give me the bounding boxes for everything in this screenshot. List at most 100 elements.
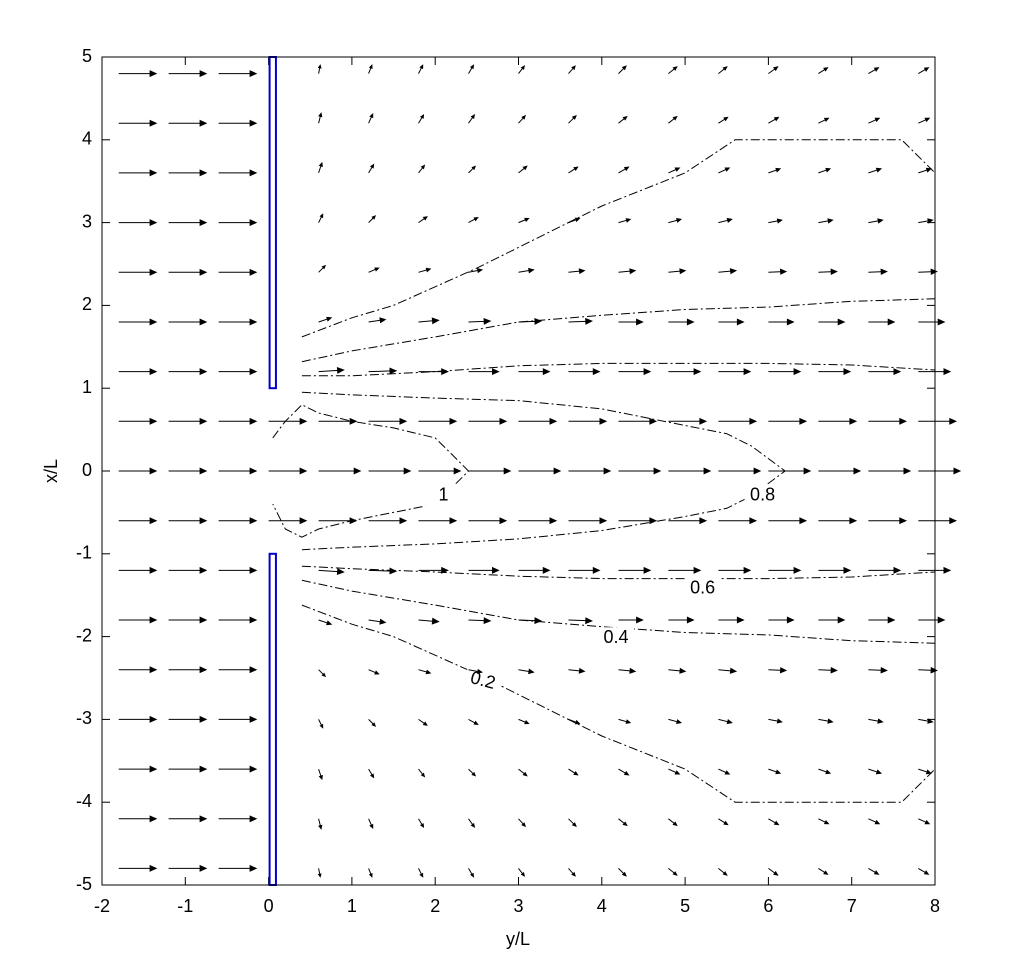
quiver-arrow [518,267,535,274]
quiver-arrow [768,467,812,475]
quiver-arrow [818,117,830,124]
quiver-arrow [418,467,462,475]
quiver-arrow [268,517,308,525]
quiver-arrow [468,165,477,174]
quiver-arrow [918,768,932,775]
y-tick-label: -3 [76,708,92,728]
quiver-arrow [218,417,258,425]
contour-label: 1 [439,485,449,505]
quiver-arrow [168,119,208,127]
quiver-arrow [868,368,902,376]
quiver-arrow [368,163,375,174]
quiver-arrow [868,117,881,124]
contour-label-background [462,666,503,697]
quiver-arrow [168,566,208,574]
quiver-arrow [418,566,449,574]
quiver-arrow [768,667,788,674]
quiver-arrow [418,617,440,625]
quiver-arrow [768,616,795,624]
quiver-arrow [818,667,838,674]
quiver-arrow [168,715,208,723]
x-tick-label: 3 [513,896,523,916]
quiver-arrow [518,517,558,525]
x-tick-label: 2 [430,896,440,916]
quiver-arrow [368,567,398,575]
y-tick-label: 1 [82,377,92,397]
quiver-arrow [218,368,258,376]
quiver-arrow [768,867,779,876]
quiver-arrow [368,768,375,779]
quiver-arrow [168,517,208,525]
quiver-arrow [568,517,608,525]
quiver-arrow [118,815,158,823]
quiver-arrow [718,116,729,124]
quiver-arrow [318,669,327,678]
quiver-arrow [518,566,551,574]
contour-label-group: 0.6 [684,577,721,600]
quiver-arrow [218,119,258,127]
quiver-arrow [618,115,628,124]
contour-label-background [684,577,721,600]
quiver-arrow [868,616,896,624]
x-tick-label: 6 [763,896,773,916]
quiver-arrow [318,417,358,425]
quiver-arrow [868,417,908,425]
quiver-arrow [168,417,208,425]
quiver-arrow [568,818,577,828]
x-tick-label: 0 [264,896,274,916]
quiver-arrow [918,318,946,326]
quiver-arrow [218,70,258,78]
quiver-arrow [518,114,527,124]
quiver-arrow [468,417,508,425]
quiver-arrow [568,268,586,275]
quiver-arrow [668,115,678,124]
quiver-arrow [168,815,208,823]
quiver-arrow [568,467,612,475]
plot-frame [101,56,936,886]
quiver-arrow [518,317,543,325]
quiver-arrow [668,566,702,574]
quiver-arrow [468,668,483,674]
quiver-arrow [818,517,858,525]
quiver-arrow [118,864,158,872]
quiver-arrow [668,868,678,876]
quiver-arrow [118,169,158,177]
quiver-arrow [118,666,158,674]
quiver-arrow [568,417,608,425]
quiver-arrow [118,417,158,425]
quiver-arrow [568,166,579,174]
contour-label-background [744,484,781,507]
quiver-arrow [518,718,530,725]
contour-label: 0.6 [690,577,715,597]
quiver-arrow [618,218,632,224]
quiver-arrow [468,317,492,325]
quiver-arrow [418,669,432,675]
quiver-arrow [317,868,322,878]
quiver-arrow [918,117,931,124]
quiver-arrow [218,517,258,525]
quiver-arrow [168,368,208,376]
quiver-arrow [518,467,562,475]
quiver-arrow [418,868,424,878]
quiver-arrow [318,264,327,273]
quiver-arrow [668,667,687,674]
quiver-arrow [368,417,408,425]
quiver-arrow [218,219,258,227]
quiver-arrow [118,119,158,127]
quiver-arrow [318,161,323,174]
x-tick-label: 5 [680,896,690,916]
quiver-arrow [618,467,662,475]
quiver-arrow [718,517,758,525]
quiver-arrow [318,719,324,729]
quiver-arrow [568,368,601,376]
quiver-arrow [218,765,258,773]
contour-line [301,139,936,803]
quiver-arrow [718,667,738,674]
quiver-arrow [168,864,208,872]
quiver-arrow [368,467,412,475]
quiver-arrow [718,868,728,876]
quiver-arrow [468,617,492,625]
quiver-arrow [618,65,627,74]
quiver-arrow [168,70,208,78]
quiver-arrow [668,616,695,624]
